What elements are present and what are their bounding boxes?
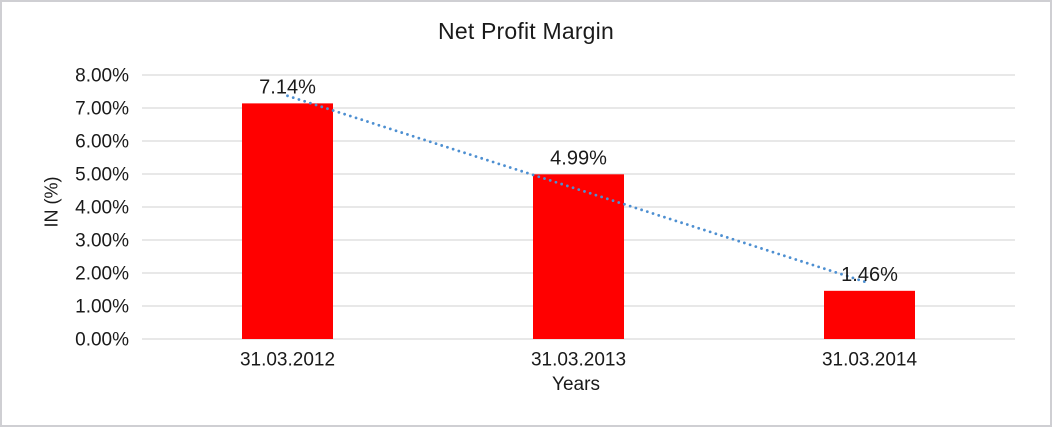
y-tick-label: 7.00%	[75, 99, 129, 120]
y-tick-label: 4.00%	[75, 198, 129, 219]
y-tick-label: 5.00%	[75, 165, 129, 186]
y-tick-label: 3.00%	[75, 231, 129, 252]
trendline	[286, 94, 871, 285]
bar	[242, 103, 333, 339]
bar-data-label: 4.99%	[550, 147, 607, 169]
x-category-label: 31.03.2014	[822, 350, 918, 371]
bar	[533, 174, 624, 339]
y-tick-label: 2.00%	[75, 264, 129, 285]
y-tick-label: 6.00%	[75, 132, 129, 153]
bar	[824, 290, 915, 339]
x-axis-title: Years	[552, 374, 600, 395]
chart-title: Net Profit Margin	[438, 18, 614, 44]
x-category-label: 31.03.2012	[240, 350, 335, 371]
bar-data-label: 1.46%	[841, 264, 898, 286]
bar-data-label: 7.14%	[259, 76, 316, 98]
y-tick-label: 8.00%	[75, 66, 129, 87]
y-tick-label: 1.00%	[75, 297, 129, 318]
y-tick-label: 0.00%	[75, 330, 129, 351]
x-category-label: 31.03.2013	[531, 350, 626, 371]
